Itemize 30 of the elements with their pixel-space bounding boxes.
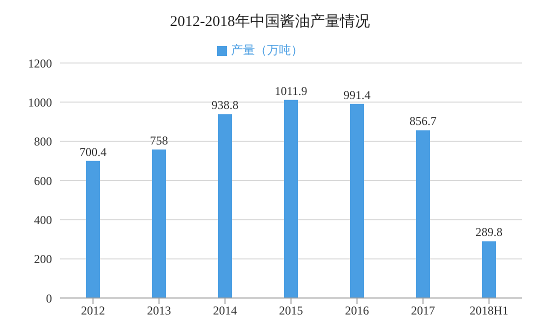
- x-tick-label: 2013: [147, 304, 171, 318]
- data-label: 1011.9: [274, 84, 308, 98]
- y-tick-label: 200: [34, 252, 52, 266]
- x-tick-label: 2015: [279, 304, 303, 318]
- y-tick-label: 1000: [28, 95, 52, 110]
- bar: [350, 104, 364, 298]
- data-label: 856.7: [410, 114, 436, 128]
- bar: [482, 241, 496, 298]
- data-label: 700.4: [80, 144, 106, 159]
- x-tick-label: 2017: [411, 304, 435, 318]
- bar: [416, 130, 430, 298]
- bar: [86, 160, 100, 298]
- bar: [152, 150, 166, 298]
- bar: [218, 114, 232, 298]
- y-tick-label: 600: [34, 174, 52, 188]
- x-tick-label: 2016: [345, 304, 369, 318]
- x-tick-label: 2018H1: [470, 304, 508, 318]
- data-label: 938.8: [212, 98, 238, 112]
- bar: [284, 100, 298, 298]
- y-tick-label: 1200: [28, 56, 52, 70]
- y-tick-label: 400: [34, 212, 52, 227]
- data-label: 991.4: [344, 88, 370, 102]
- y-tick-label: 0: [46, 291, 52, 306]
- y-tick-label: 800: [34, 134, 52, 149]
- x-tick-label: 2014: [213, 304, 237, 318]
- data-label: 289.8: [476, 225, 502, 240]
- x-tick-label: 2012: [81, 304, 105, 318]
- data-label: 758: [150, 134, 168, 148]
- legend-label: 产量（万吨）: [231, 43, 303, 57]
- chart-title: 2012-2018年中国酱油产量情况: [169, 12, 371, 32]
